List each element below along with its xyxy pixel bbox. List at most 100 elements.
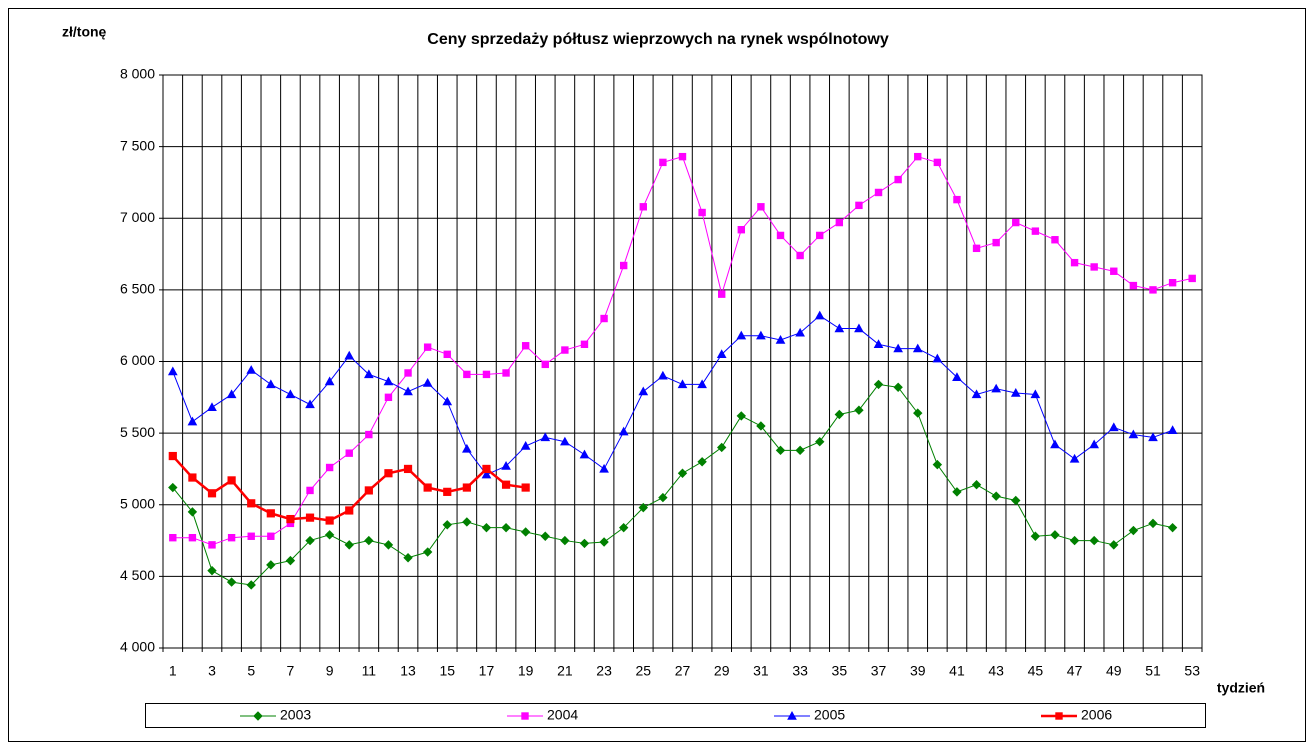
marker [207,489,217,498]
marker [873,339,884,349]
y-tick-label: 5 000 [120,495,155,511]
x-tick-label: 51 [1145,663,1161,679]
marker [638,502,648,513]
marker [305,535,315,546]
marker [1012,218,1020,227]
y-tick-label: 7 500 [120,137,155,153]
marker [168,451,177,461]
marker [1069,535,1080,546]
marker [520,440,531,450]
marker [874,188,883,197]
marker [1148,518,1158,529]
marker [520,527,531,537]
x-tick-label: 49 [1106,663,1122,679]
marker [482,464,491,474]
marker [403,386,413,396]
legend-marker [253,711,263,721]
marker [932,353,943,363]
marker [463,370,471,379]
marker [285,555,296,566]
marker [855,201,863,210]
marker [265,379,276,389]
marker [344,540,354,550]
marker [618,522,629,533]
marker [540,531,550,541]
marker [795,445,805,456]
marker [1168,279,1177,287]
marker [1030,531,1041,541]
x-tick-label: 43 [988,663,1004,679]
x-tick-label: 17 [479,663,495,679]
marker [540,432,551,442]
marker [363,369,374,379]
marker [207,402,217,412]
legend-marker [787,710,797,720]
marker [169,533,177,542]
marker [1167,425,1178,434]
marker [561,346,569,354]
marker [834,409,845,420]
marker [1051,236,1059,244]
marker [914,152,922,161]
marker [1149,286,1157,294]
chart-title: Ceny sprzedaży półtusz wieprzowych na ry… [427,31,889,48]
marker [775,445,786,456]
marker [893,343,903,353]
marker [187,416,198,426]
marker [736,411,747,421]
marker [756,330,766,340]
marker [305,399,315,409]
marker [404,369,412,377]
marker [658,492,668,503]
marker [422,377,433,387]
marker [775,334,786,344]
marker [1090,263,1098,271]
marker [285,389,296,399]
marker [816,231,824,240]
marker [579,538,590,549]
y-tick-label: 6 000 [120,352,155,368]
marker [776,231,785,240]
x-tick-label: 19 [518,663,534,679]
marker [737,226,746,234]
marker [894,175,902,184]
y-tick-label: 5 500 [120,424,155,440]
marker [345,449,353,457]
x-tick-label: 45 [1028,663,1044,679]
x-tick-label: 47 [1067,663,1083,679]
marker [227,533,236,542]
marker [814,310,825,320]
marker [207,565,217,576]
marker [952,487,962,497]
marker [697,379,707,389]
marker [247,499,256,508]
marker [501,480,511,489]
marker [325,516,334,525]
marker [953,195,961,204]
x-tick-label: 41 [949,663,965,679]
marker [1108,422,1119,432]
marker [599,537,609,547]
marker [639,203,647,211]
marker [1030,389,1041,399]
marker [893,382,903,392]
marker [580,340,589,349]
marker [972,244,981,253]
marker [481,469,492,479]
marker [208,541,216,549]
marker [796,251,804,260]
marker [1188,274,1196,283]
marker [659,158,667,167]
marker [1070,258,1079,267]
marker [560,436,570,446]
marker [227,476,236,485]
marker [854,323,864,333]
x-tick-label: 9 [326,663,334,679]
marker [795,327,805,337]
marker [364,535,374,546]
legend-box [145,703,1206,728]
marker [325,463,334,472]
marker [992,238,1000,247]
marker [698,208,706,217]
marker [697,457,707,467]
